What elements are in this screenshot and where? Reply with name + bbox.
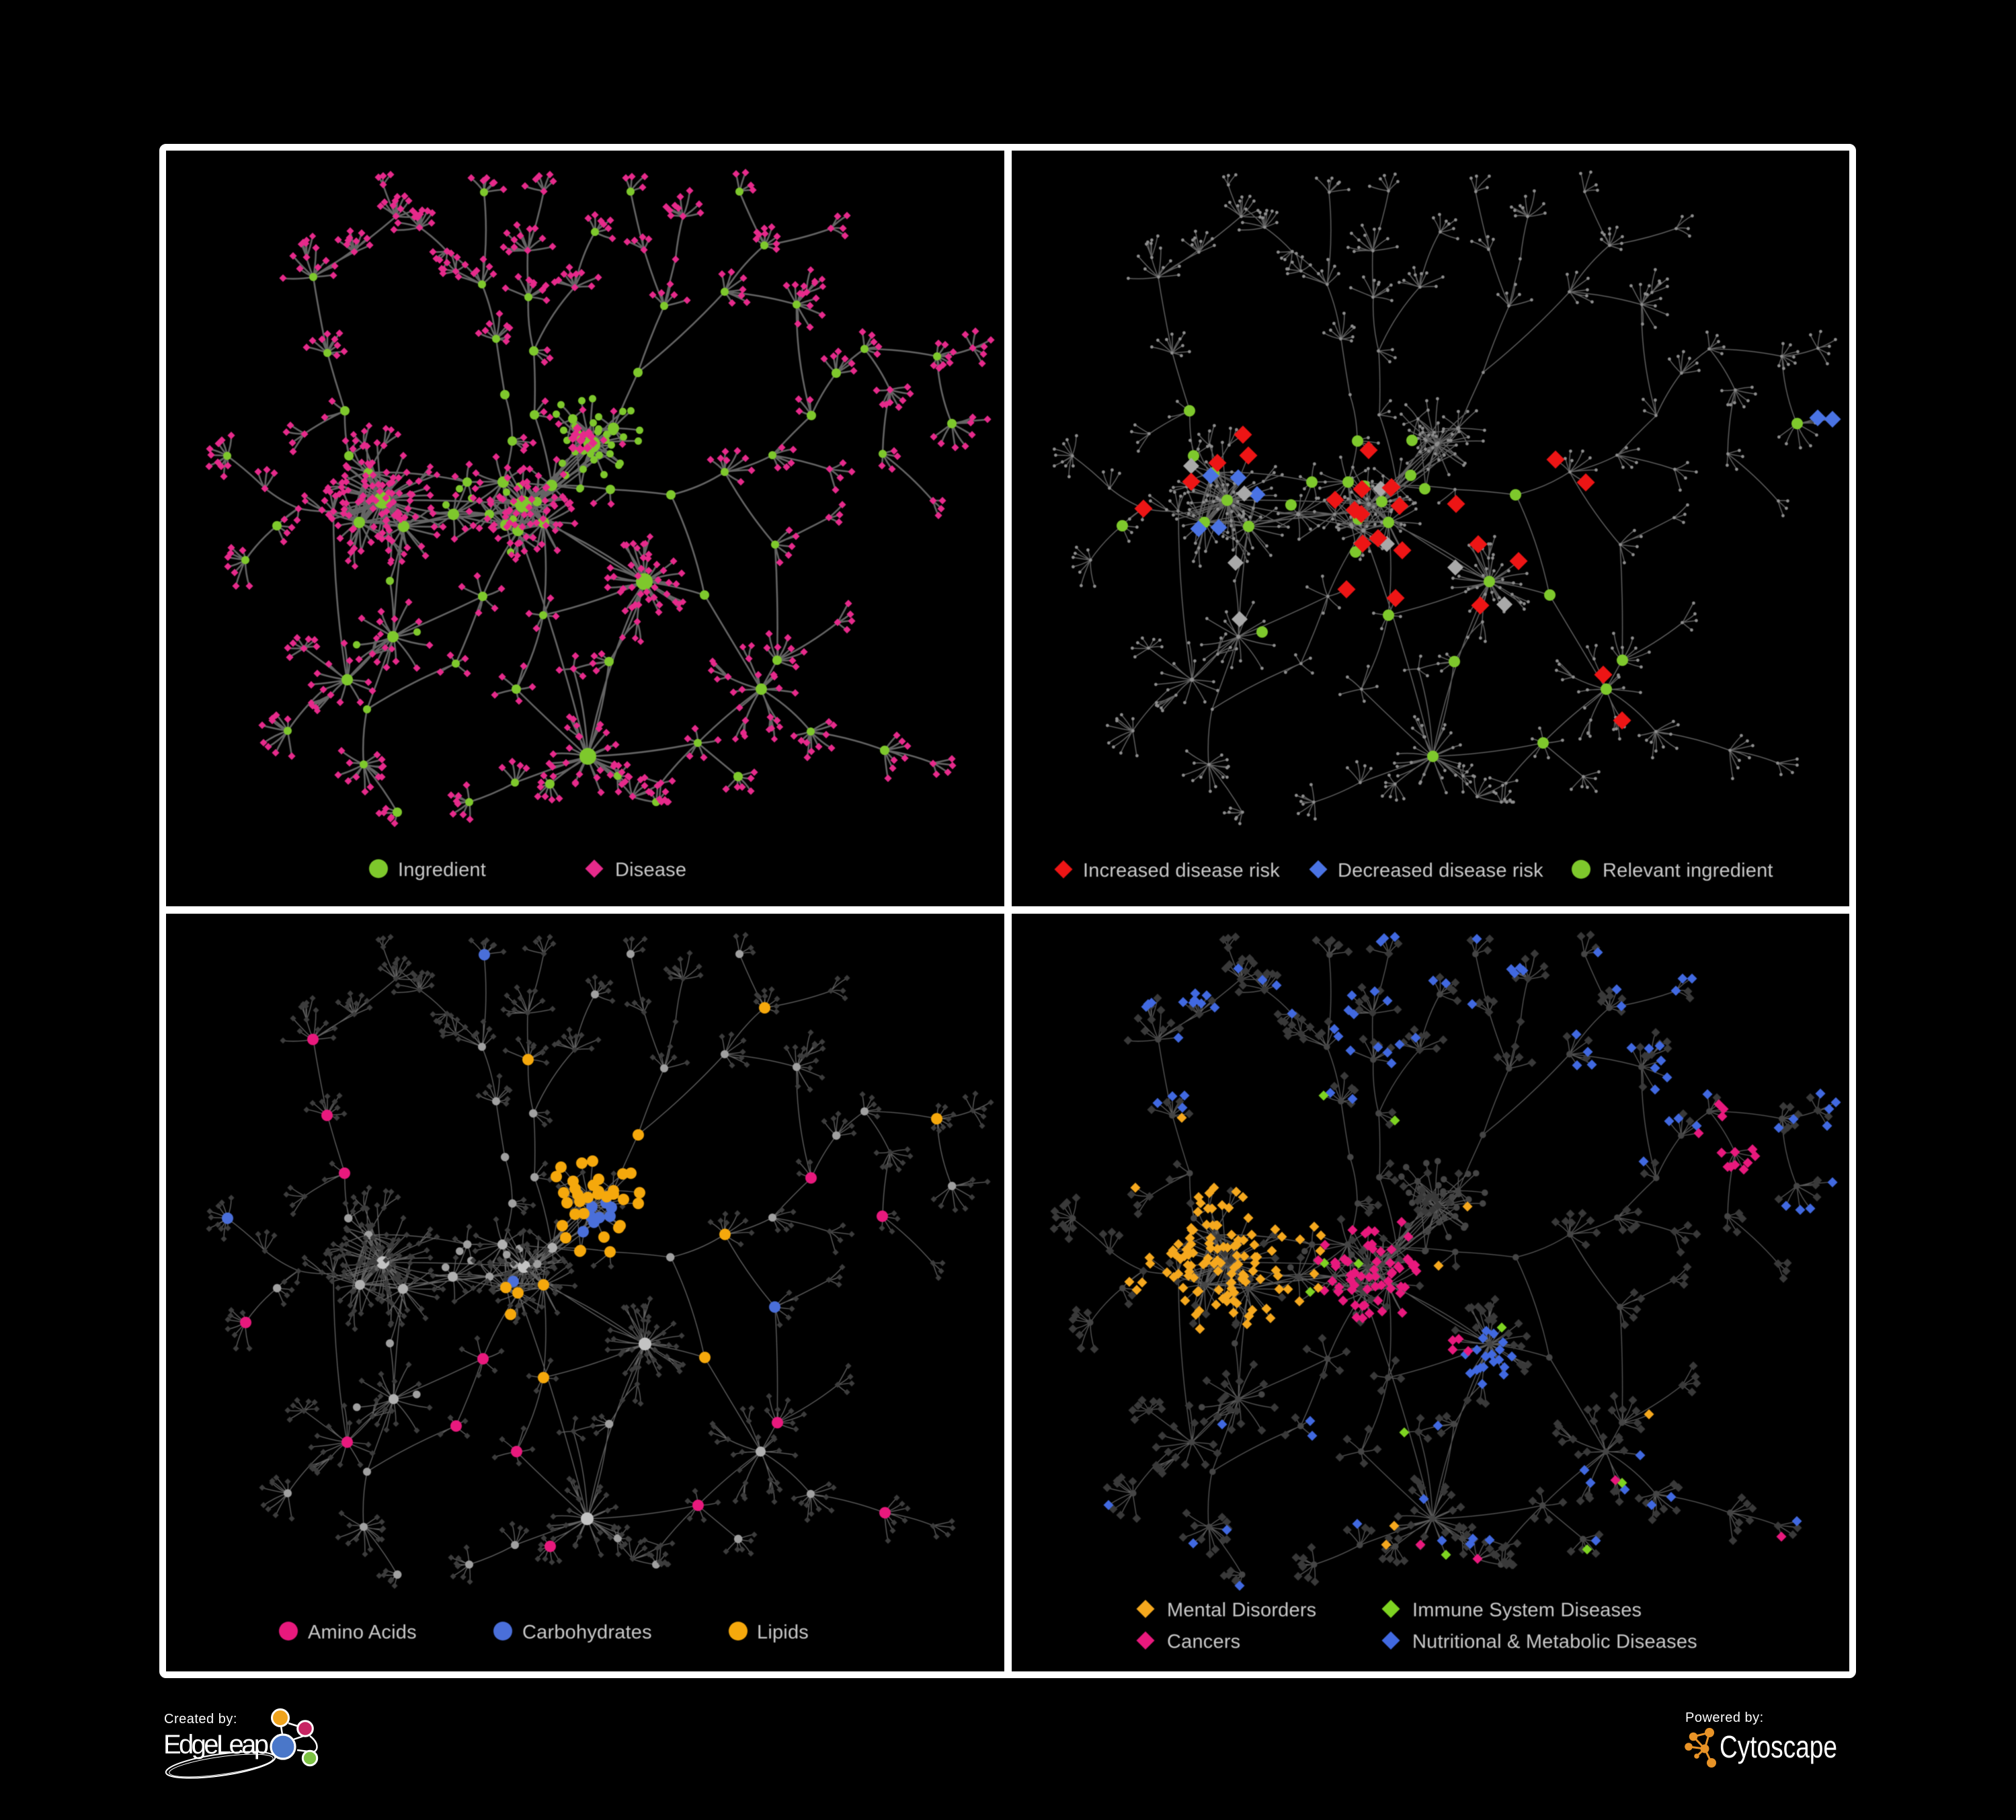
svg-text:Cytoscape: Cytoscape [1720,1729,1837,1764]
svg-text:Created by:: Created by: [164,1712,237,1727]
svg-text:Powered by:: Powered by: [1685,1710,1764,1725]
svg-text:Disease: Disease [615,859,686,881]
svg-text:Immune System Diseases: Immune System Diseases [1412,1599,1642,1621]
svg-text:Mental Disorders: Mental Disorders [1167,1599,1316,1621]
svg-text:Lipids: Lipids [757,1622,809,1643]
svg-text:Increased disease risk: Increased disease risk [1083,860,1280,881]
svg-text:Amino Acids: Amino Acids [308,1622,417,1643]
svg-text:Nutritional & Metabolic Diseas: Nutritional & Metabolic Diseases [1412,1631,1697,1653]
svg-text:Decreased disease risk: Decreased disease risk [1338,860,1543,881]
svg-text:Carbohydrates: Carbohydrates [522,1622,652,1643]
svg-text:Ingredient: Ingredient [398,859,486,881]
svg-text:Cancers: Cancers [1167,1631,1240,1653]
svg-text:Relevant ingredient: Relevant ingredient [1603,860,1773,881]
